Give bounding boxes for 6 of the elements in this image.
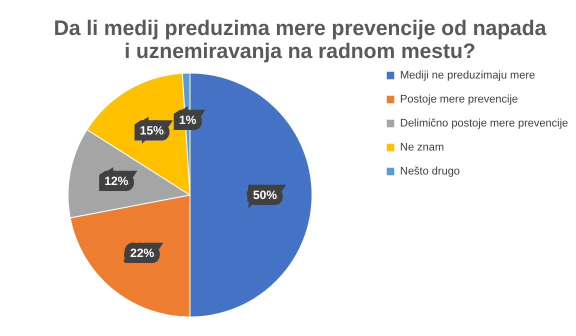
legend-label: Mediji ne preduzimaju mere [400, 70, 536, 82]
legend-label: Postoje mere prevencije [400, 94, 518, 106]
legend-label: Delimično postoje mere prevencije [400, 118, 568, 130]
legend-label: Nešto drugo [400, 166, 460, 178]
chart-title: Da li medij preduzima mere prevencije od napada i uznemiravanja na radnom mestu? [54, 17, 547, 63]
legend-label: Ne znam [400, 142, 444, 154]
